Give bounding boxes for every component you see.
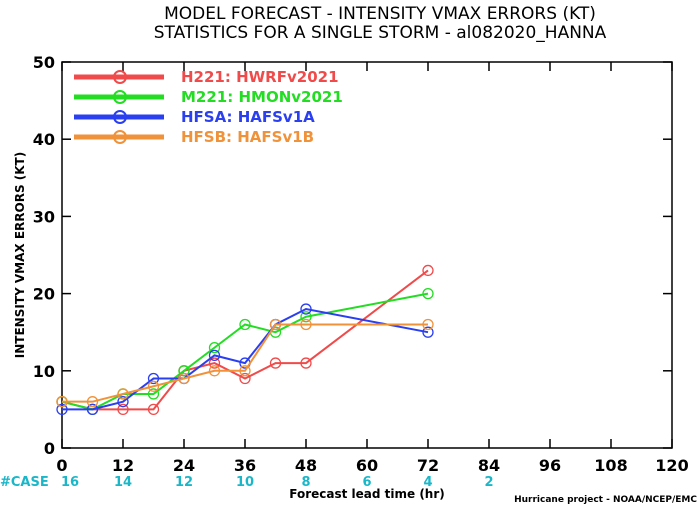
x-tick-label: 36 <box>234 456 256 475</box>
case-label: #CASE <box>0 475 49 490</box>
data-point <box>117 388 129 400</box>
legend-label: HFSB: HAFSv1B <box>181 128 314 146</box>
legend-item: HFSA: HAFSv1A <box>74 108 315 126</box>
x-tick-label: 48 <box>295 456 317 475</box>
y-tick-label: 40 <box>33 130 55 149</box>
data-point <box>56 403 68 416</box>
legend-marker <box>113 130 127 144</box>
legend-item: M221: HMONv2021 <box>74 88 343 106</box>
data-point <box>208 341 221 354</box>
legend-item: HFSB: HAFSv1B <box>74 128 314 146</box>
series-3 <box>56 318 434 408</box>
data-point <box>86 403 99 416</box>
data-point <box>86 396 99 408</box>
x-tick-label: 0 <box>56 456 67 475</box>
data-point <box>422 318 434 331</box>
x-tick-label: 24 <box>173 456 195 475</box>
data-point <box>422 287 434 300</box>
case-count: 14 <box>114 475 132 490</box>
data-point <box>178 365 190 377</box>
data-point <box>147 380 160 392</box>
data-point <box>269 357 282 369</box>
data-point <box>300 318 312 331</box>
case-count: 2 <box>484 475 493 490</box>
data-point <box>422 326 434 338</box>
case-count: 16 <box>61 475 79 490</box>
y-tick-label: 50 <box>33 53 55 72</box>
x-tick-label: 96 <box>539 456 561 475</box>
legend-label: HFSA: HAFSv1A <box>181 108 315 126</box>
credit-text: Hurricane project - NOAA/NCEP/EMC <box>514 495 697 505</box>
x-tick-label: 120 <box>655 456 688 475</box>
data-point <box>117 403 129 416</box>
y-tick-label: 0 <box>44 439 55 458</box>
data-point <box>208 349 221 362</box>
y-tick-label: 30 <box>33 207 55 226</box>
data-point <box>147 403 160 416</box>
case-count: 4 <box>423 475 432 490</box>
case-count: 10 <box>236 475 254 490</box>
data-point <box>422 264 434 277</box>
y-tick-label: 10 <box>33 362 55 381</box>
plot-frame <box>61 61 673 449</box>
data-point <box>239 318 251 331</box>
y-tick-label: 20 <box>33 285 55 304</box>
series-lines <box>56 264 434 416</box>
x-axis: 0 12 24 36 48 60 72 84 96 108 120 <box>56 62 689 475</box>
case-count: 12 <box>175 475 193 490</box>
data-point <box>300 303 312 315</box>
data-point <box>56 396 68 408</box>
data-point <box>239 372 251 385</box>
data-point <box>300 357 312 369</box>
x-tick-label: 60 <box>356 456 378 475</box>
data-point <box>178 372 190 385</box>
data-point <box>208 357 221 369</box>
y-axis-label: INTENSITY VMAX ERRORS (KT) <box>13 152 27 358</box>
chart-subtitle: STATISTICS FOR A SINGLE STORM - al082020… <box>154 23 607 43</box>
y-axis: 0 10 20 30 40 50 <box>33 53 672 458</box>
data-point <box>208 365 221 377</box>
legend-label: H221: HWRFv2021 <box>181 68 339 86</box>
series-line <box>62 323 428 403</box>
x-tick-label: 12 <box>112 456 134 475</box>
x-tick-label: 84 <box>478 456 500 475</box>
case-count: 6 <box>362 475 371 490</box>
series-line <box>61 269 429 411</box>
legend-item: H221: HWRFv2021 <box>74 68 339 86</box>
data-point <box>269 318 282 331</box>
x-tick-label: 72 <box>417 456 439 475</box>
data-point <box>147 372 160 385</box>
data-point <box>117 396 129 408</box>
x-tick-label: 108 <box>594 456 627 475</box>
legend-marker <box>113 110 127 124</box>
data-point <box>147 388 160 400</box>
case-counts-row: #CASE 16 14 12 10 8 6 4 2 <box>0 475 494 490</box>
series-line <box>62 307 429 411</box>
chart-title: MODEL FORECAST - INTENSITY VMAX ERRORS (… <box>164 4 596 24</box>
data-point <box>300 311 312 323</box>
legend-marker <box>113 70 127 84</box>
legend-label: M221: HMONv2021 <box>181 88 343 106</box>
series-0 <box>56 264 434 416</box>
legend: H221: HWRFv2021 M221: HMONv2021 HFSA: HAFS… <box>74 68 343 146</box>
case-count: 8 <box>301 475 310 490</box>
x-axis-label: Forecast lead time (hr) <box>289 487 445 501</box>
legend-marker <box>113 90 127 104</box>
data-point <box>239 365 251 377</box>
